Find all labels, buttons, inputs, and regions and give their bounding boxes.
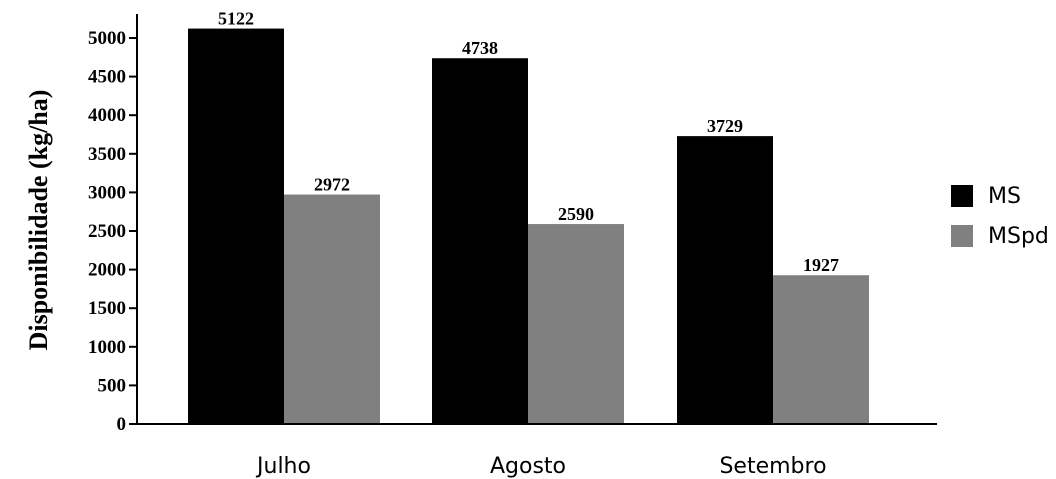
bar-mspd-julho xyxy=(284,194,380,424)
bar-ms-setembro xyxy=(677,136,773,424)
legend-swatch-ms xyxy=(951,185,973,207)
data-label: 1927 xyxy=(803,255,839,275)
data-label: 3729 xyxy=(707,116,743,136)
x-category-label: Agosto xyxy=(490,454,566,479)
x-category-label: Julho xyxy=(255,454,311,479)
legend: MS MSpd xyxy=(951,184,1049,249)
data-label: 5122 xyxy=(218,9,254,29)
data-label: 4738 xyxy=(462,38,498,58)
bar-ms-julho xyxy=(188,28,284,424)
y-tick-label: 2000 xyxy=(88,260,126,281)
y-tick-label: 3500 xyxy=(88,144,126,165)
legend-label-ms: MS xyxy=(988,184,1021,209)
legend-label-mspd: MSpd xyxy=(988,224,1049,249)
y-tick-label: 5000 xyxy=(88,28,126,49)
data-label: 2972 xyxy=(314,175,350,195)
bar-mspd-agosto xyxy=(528,224,624,424)
y-tick-label: 0 xyxy=(117,414,127,435)
data-label: 2590 xyxy=(558,204,594,224)
x-axis: Julho Agosto Setembro xyxy=(137,423,937,479)
x-category-label: Setembro xyxy=(719,454,826,479)
y-tick-label: 1500 xyxy=(88,298,126,319)
y-tick-label: 2500 xyxy=(88,221,126,242)
y-tick-label: 500 xyxy=(98,375,127,396)
bars: 5122 2972 4738 2590 3729 1927 xyxy=(188,9,869,424)
bar-mspd-setembro xyxy=(773,275,869,424)
y-axis: 0 500 1000 1500 2000 2500 3000 3500 4000 4500 5000 xyxy=(88,14,138,435)
legend-swatch-mspd xyxy=(951,225,973,247)
y-tick-label: 4000 xyxy=(88,105,126,126)
y-axis-title: Disponibilidade (kg/ha) xyxy=(24,90,53,351)
y-tick-label: 3000 xyxy=(88,182,126,203)
y-tick-label: 1000 xyxy=(88,337,126,358)
bar-ms-agosto xyxy=(432,58,528,424)
y-tick-label: 4500 xyxy=(88,67,126,88)
